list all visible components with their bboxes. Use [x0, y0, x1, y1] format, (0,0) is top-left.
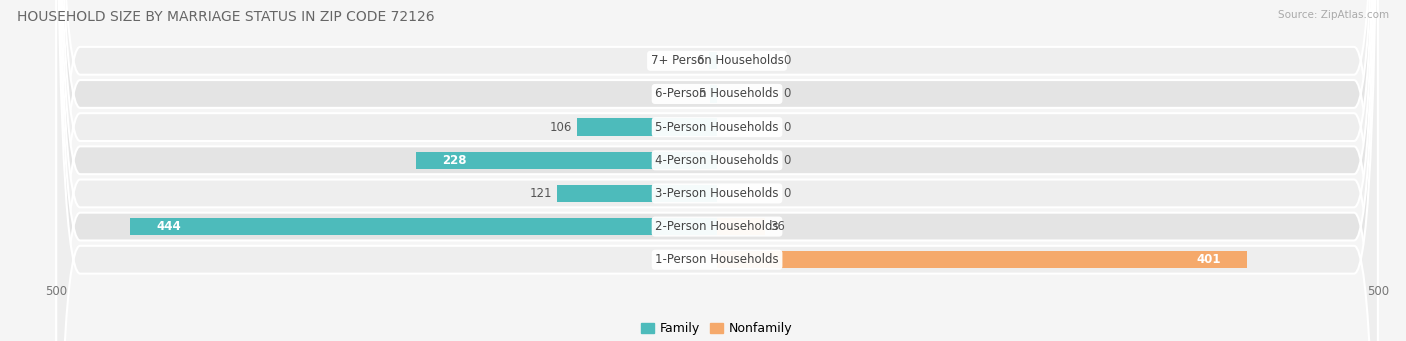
Text: 0: 0	[783, 154, 790, 167]
Text: 5-Person Households: 5-Person Households	[655, 121, 779, 134]
Text: 228: 228	[441, 154, 467, 167]
Text: 106: 106	[550, 121, 572, 134]
Text: 7+ Person Households: 7+ Person Households	[651, 54, 783, 67]
Bar	[710, 85, 717, 103]
FancyBboxPatch shape	[56, 0, 1378, 341]
Text: 0: 0	[783, 54, 790, 67]
Text: Source: ZipAtlas.com: Source: ZipAtlas.com	[1278, 10, 1389, 20]
FancyBboxPatch shape	[56, 0, 1378, 341]
Bar	[576, 119, 717, 136]
Text: 0: 0	[783, 121, 790, 134]
Bar	[709, 52, 717, 70]
Text: 3-Person Households: 3-Person Households	[655, 187, 779, 200]
FancyBboxPatch shape	[56, 0, 1378, 341]
Text: 121: 121	[529, 187, 551, 200]
FancyBboxPatch shape	[56, 0, 1378, 341]
Bar	[717, 251, 1247, 268]
Text: 6-Person Households: 6-Person Households	[655, 87, 779, 101]
Text: 5: 5	[697, 87, 706, 101]
Text: 0: 0	[783, 87, 790, 101]
Text: 4-Person Households: 4-Person Households	[655, 154, 779, 167]
Bar	[416, 152, 717, 169]
Text: 444: 444	[156, 220, 181, 233]
Text: 0: 0	[783, 187, 790, 200]
Legend: Family, Nonfamily: Family, Nonfamily	[637, 317, 797, 340]
Text: 401: 401	[1197, 253, 1220, 266]
Text: 6: 6	[696, 54, 704, 67]
Text: HOUSEHOLD SIZE BY MARRIAGE STATUS IN ZIP CODE 72126: HOUSEHOLD SIZE BY MARRIAGE STATUS IN ZIP…	[17, 10, 434, 24]
Bar	[717, 218, 765, 235]
Text: 1-Person Households: 1-Person Households	[655, 253, 779, 266]
Bar	[131, 218, 717, 235]
FancyBboxPatch shape	[56, 0, 1378, 341]
FancyBboxPatch shape	[56, 0, 1378, 341]
Text: 2-Person Households: 2-Person Households	[655, 220, 779, 233]
Bar	[557, 185, 717, 202]
Text: 36: 36	[770, 220, 785, 233]
FancyBboxPatch shape	[56, 0, 1378, 341]
